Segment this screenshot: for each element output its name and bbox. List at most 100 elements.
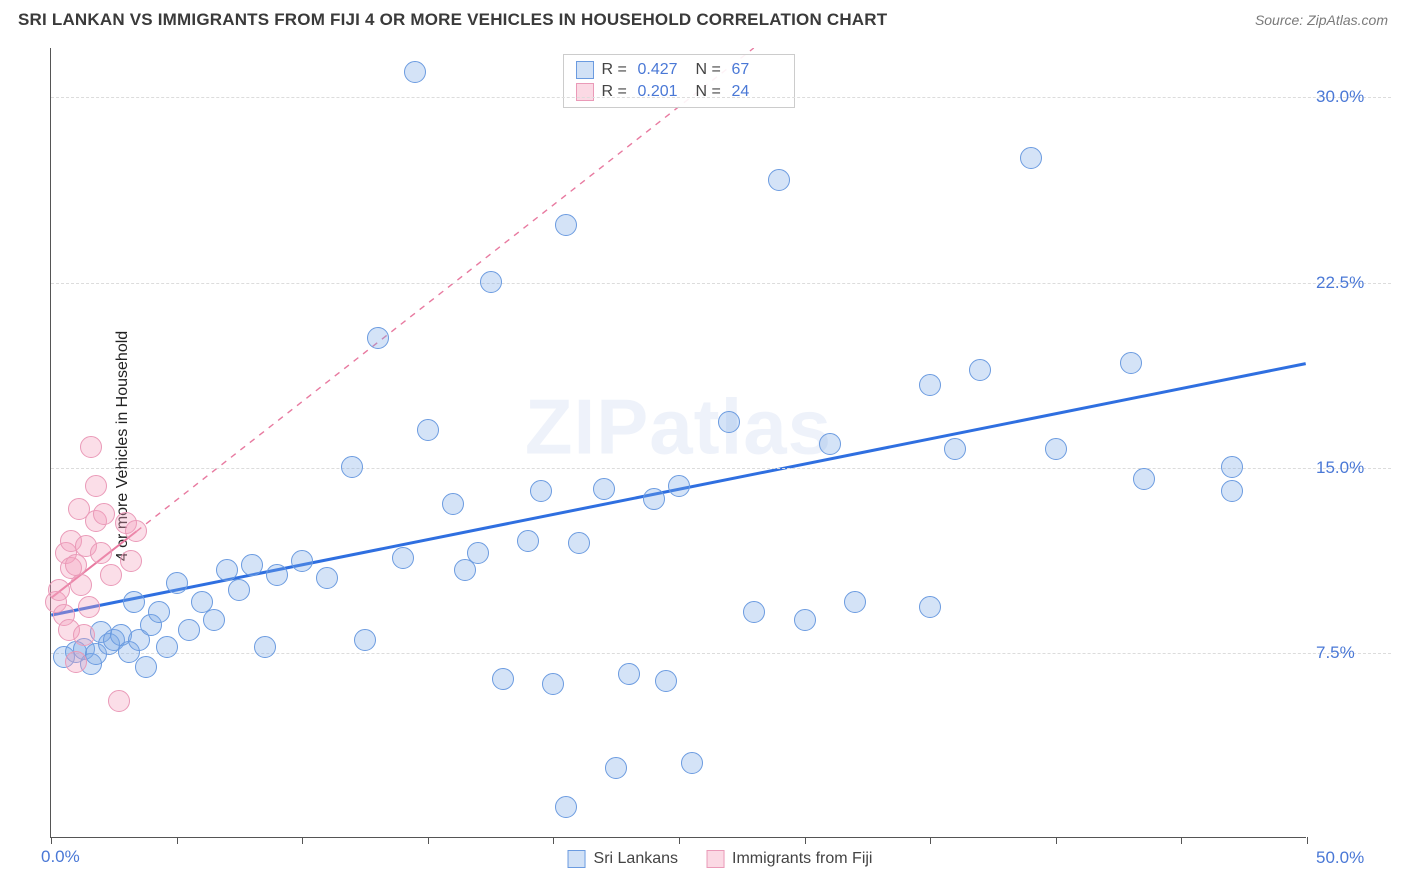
data-point (618, 663, 640, 685)
data-point (392, 547, 414, 569)
data-point (148, 601, 170, 623)
x-tick (930, 837, 931, 844)
data-point (593, 478, 615, 500)
data-point (919, 374, 941, 396)
data-point (78, 596, 100, 618)
data-point (123, 591, 145, 613)
gridline (51, 653, 1391, 654)
data-point (73, 624, 95, 646)
data-point (203, 609, 225, 631)
data-point (316, 567, 338, 589)
data-point (216, 559, 238, 581)
y-tick-label: 7.5% (1316, 643, 1355, 663)
data-point (1221, 456, 1243, 478)
watermark: ZIPatlas (525, 381, 832, 472)
plot-area: ZIPatlas R = 0.427 N = 67 R = 0.201 N = … (50, 48, 1306, 838)
data-point (166, 572, 188, 594)
data-point (178, 619, 200, 641)
x-tick (1307, 837, 1308, 844)
data-point (442, 493, 464, 515)
legend-n-value: 67 (732, 61, 782, 79)
legend-r-label: R = (602, 61, 630, 79)
data-point (919, 596, 941, 618)
legend-row: R = 0.201 N = 24 (576, 81, 782, 103)
x-tick (51, 837, 52, 844)
legend-row: R = 0.427 N = 67 (576, 59, 782, 81)
x-tick (428, 837, 429, 844)
data-point (743, 601, 765, 623)
data-point (85, 475, 107, 497)
data-point (643, 488, 665, 510)
legend-label: Immigrants from Fiji (732, 850, 872, 868)
legend-correlation: R = 0.427 N = 67 R = 0.201 N = 24 (563, 54, 795, 108)
y-tick-label: 30.0% (1316, 87, 1364, 107)
data-point (555, 214, 577, 236)
x-tick (302, 837, 303, 844)
data-point (65, 554, 87, 576)
data-point (480, 271, 502, 293)
legend-item: Immigrants from Fiji (706, 850, 872, 868)
data-point (156, 636, 178, 658)
trend-line-extrapolated (137, 48, 754, 531)
data-point (492, 668, 514, 690)
x-tick (805, 837, 806, 844)
chart-header: SRI LANKAN VS IMMIGRANTS FROM FIJI 4 OR … (0, 0, 1406, 38)
data-point (1221, 480, 1243, 502)
data-point (80, 436, 102, 458)
data-point (768, 169, 790, 191)
x-axis-min-label: 0.0% (41, 847, 80, 867)
data-point (467, 542, 489, 564)
data-point (1120, 352, 1142, 374)
source-prefix: Source: (1255, 12, 1307, 28)
trend-lines-layer (51, 48, 1306, 837)
x-tick (177, 837, 178, 844)
data-point (844, 591, 866, 613)
chart-title: SRI LANKAN VS IMMIGRANTS FROM FIJI 4 OR … (18, 10, 887, 30)
y-tick-label: 22.5% (1316, 273, 1364, 293)
data-point (530, 480, 552, 502)
legend-r-value: 0.427 (638, 61, 688, 79)
data-point (819, 433, 841, 455)
data-point (1020, 147, 1042, 169)
data-point (517, 530, 539, 552)
data-point (404, 61, 426, 83)
data-point (542, 673, 564, 695)
source-attribution: Source: ZipAtlas.com (1255, 12, 1388, 28)
data-point (681, 752, 703, 774)
data-point (794, 609, 816, 631)
data-point (718, 411, 740, 433)
data-point (266, 564, 288, 586)
data-point (100, 564, 122, 586)
data-point (291, 550, 313, 572)
x-axis-max-label: 50.0% (1316, 848, 1364, 868)
data-point (555, 796, 577, 818)
data-point (108, 690, 130, 712)
data-point (135, 656, 157, 678)
gridline (51, 283, 1391, 284)
gridline (51, 97, 1391, 98)
data-point (417, 419, 439, 441)
data-point (90, 542, 112, 564)
data-point (241, 554, 263, 576)
legend-swatch (568, 850, 586, 868)
data-point (605, 757, 627, 779)
x-tick (553, 837, 554, 844)
data-point (228, 579, 250, 601)
data-point (341, 456, 363, 478)
plot-wrap: ZIPatlas R = 0.427 N = 67 R = 0.201 N = … (50, 48, 1390, 838)
data-point (70, 574, 92, 596)
data-point (48, 579, 70, 601)
data-point (354, 629, 376, 651)
gridline (51, 468, 1391, 469)
legend-series: Sri Lankans Immigrants from Fiji (568, 850, 873, 868)
source-name: ZipAtlas.com (1307, 12, 1388, 28)
x-tick (1181, 837, 1182, 844)
data-point (969, 359, 991, 381)
legend-item: Sri Lankans (568, 850, 679, 868)
data-point (655, 670, 677, 692)
legend-n-label: N = (696, 61, 724, 79)
y-tick-label: 15.0% (1316, 458, 1364, 478)
data-point (125, 520, 147, 542)
legend-swatch (706, 850, 724, 868)
data-point (65, 651, 87, 673)
